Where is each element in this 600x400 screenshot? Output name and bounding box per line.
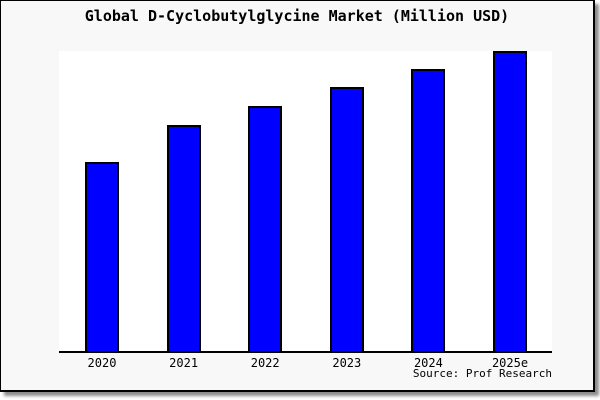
x-tick-label-2020: 2020 bbox=[87, 356, 117, 370]
figure: Global D-Cyclobutylglycine Market (Milli… bbox=[0, 0, 595, 392]
x-tick-label-2023: 2023 bbox=[332, 356, 362, 370]
bar-2021 bbox=[166, 125, 201, 351]
plot-area bbox=[59, 51, 552, 353]
x-tick-label-2021: 2021 bbox=[169, 356, 199, 370]
source-caption: Source: Prof Research bbox=[412, 367, 552, 380]
x-tick-label-2025e: 2025e bbox=[491, 356, 529, 370]
bar-2023 bbox=[329, 87, 364, 351]
x-tick-label-2022: 2022 bbox=[250, 356, 280, 370]
bar-2024 bbox=[411, 69, 446, 351]
x-tick-label-2024: 2024 bbox=[413, 356, 443, 370]
bar-2020 bbox=[85, 162, 119, 351]
chart-title: Global D-Cyclobutylglycine Market (Milli… bbox=[84, 7, 510, 25]
bar-2022 bbox=[248, 106, 283, 351]
bar-2025e bbox=[493, 51, 527, 351]
